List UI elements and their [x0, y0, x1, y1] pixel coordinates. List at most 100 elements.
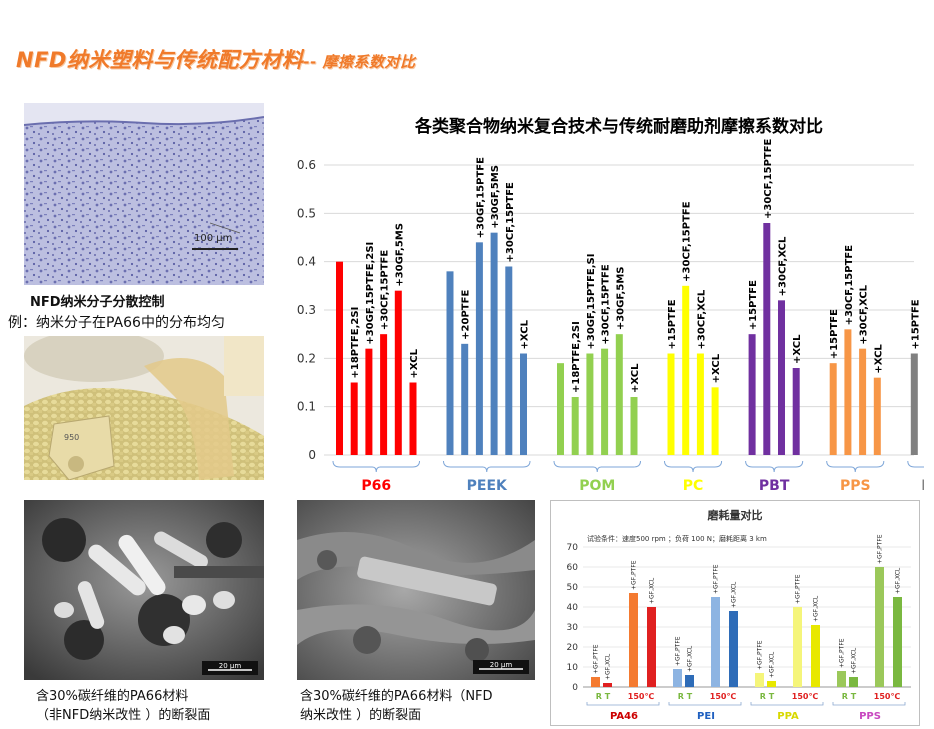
friction-bar: [829, 363, 837, 455]
friction-bar: [475, 242, 483, 455]
friction-bar: [910, 353, 918, 455]
wear-bar: [591, 677, 600, 687]
friction-group-brace: [332, 460, 420, 473]
wear-y-tick-label: 0: [572, 683, 578, 693]
friction-bar-label: +XCL: [520, 319, 531, 349]
friction-bar-label: +15PTFE: [748, 280, 759, 330]
wear-rt-label: R T: [596, 692, 611, 701]
sem-left-caption-line1: 含30%碳纤维的PA66材料: [36, 689, 189, 704]
friction-bar: [336, 261, 343, 455]
sem-right-scale-label: 20 μm: [490, 661, 513, 669]
wear-chart: 磨耗量对比 试验条件：速度500 rpm ；负荷 100 N；磨耗距离 3 km…: [550, 500, 920, 726]
wear-bar-label: +GF,PTFE: [593, 644, 600, 674]
friction-y-tick-label: 0.5: [297, 206, 316, 220]
wear-y-tick-label: 20: [567, 643, 579, 653]
friction-group-brace: [745, 460, 804, 473]
wear-group-brace: [668, 702, 742, 706]
wear-y-tick-label: 70: [567, 543, 579, 553]
wear-bar-label: +GF,XCL: [769, 651, 776, 678]
wear-group-label: PPS: [859, 711, 881, 722]
wear-bar-label: +GF,XCL: [895, 567, 902, 594]
friction-chart: 各类聚合物纳米复合技术与传统耐磨助剂摩擦系数对比 0 0.1 0.2 0.3 0.4 0.…: [297, 116, 924, 494]
friction-bar-label: +18PTFE,2SI: [350, 307, 361, 379]
wear-group-label: PEI: [697, 711, 715, 722]
friction-chart-title: 各类聚合物纳米复合技术与传统耐磨助剂摩擦系数对比: [414, 116, 823, 137]
wear-bar: [647, 607, 656, 687]
friction-bar-label: +30CF,15PTFE: [505, 182, 516, 263]
wear-rt-label: R T: [760, 692, 775, 701]
friction-bar-label: +15PTFE: [829, 309, 840, 359]
friction-bars: +18PTFE,2SI +30GF,15PTFE,2SI +30CF,15PTFE +…: [336, 138, 921, 455]
friction-bar-label: +XCL: [711, 353, 722, 383]
friction-bar: [446, 271, 454, 455]
friction-bar: [586, 353, 594, 455]
friction-bar-label: +30CF,XCL: [859, 284, 870, 344]
friction-bar-label: +XCL: [792, 334, 803, 364]
friction-bar-label: +30CF,XCL: [778, 236, 789, 296]
friction-bar-label: +30CF,15PTFE: [380, 250, 391, 331]
friction-bar: [571, 397, 579, 455]
friction-bar-label: +30GF,5MS: [490, 165, 501, 229]
friction-bar-label: +30GF,15PTFE,2SI: [365, 242, 376, 345]
friction-bar-label: +XCL: [873, 344, 884, 374]
wear-group-label: PA46: [610, 711, 638, 722]
slide-title-main: NFD纳米塑料与传统配方材料: [16, 48, 304, 72]
friction-bar: [844, 329, 852, 455]
wear-rt-label: R T: [678, 692, 693, 701]
wear-150c-label: 150℃: [874, 692, 901, 701]
wear-bar-label: +GF,PTFE: [757, 640, 764, 670]
friction-bar: [601, 348, 609, 455]
friction-bar-label: +30CF,15PTFE: [682, 201, 693, 282]
wear-bar: [811, 625, 820, 687]
wear-bar: [729, 611, 738, 687]
wear-bar: [673, 669, 682, 687]
friction-y-tick-label: 0.6: [297, 158, 316, 172]
wear-y-tick-label: 60: [567, 563, 579, 573]
friction-bar: [763, 223, 771, 455]
friction-bar: [859, 348, 867, 455]
friction-y-tick-label: 0.3: [297, 303, 316, 317]
friction-y-tick-label: 0.4: [297, 255, 316, 269]
wear-y-tick-label: 30: [567, 623, 579, 633]
friction-bar: [380, 334, 388, 455]
friction-y-tick-label: 0.2: [297, 351, 316, 365]
wear-group-brace: [832, 702, 906, 706]
slide-title: NFD纳米塑料与传统配方材料-- 摩擦系数对比: [16, 44, 416, 74]
wear-y-axis: 0 10 20 30 40 50 60 70: [567, 543, 579, 693]
wear-bar: [875, 567, 884, 687]
friction-bar-label: +30GF,5MS: [394, 223, 405, 287]
wear-bar-label: +GF,PTFE: [795, 574, 802, 604]
wear-chart-conditions: 试验条件：速度500 rpm ；负荷 100 N；磨耗距离 3 km: [587, 534, 767, 543]
wear-bar-label: +GF,PTFE: [877, 534, 884, 564]
friction-bar-label: +15PTFE: [667, 299, 678, 349]
wear-bar-label: +GF,XCL: [731, 581, 738, 608]
friction-bar: [409, 382, 417, 455]
wear-bar-label: +GF,PTFE: [713, 564, 720, 594]
friction-bar-label: +30GF,15PTFE: [475, 157, 486, 238]
friction-bar-label: +XCL: [630, 363, 641, 393]
wear-bar: [849, 677, 858, 687]
slide-title-sub: -- 摩擦系数对比: [303, 53, 416, 71]
wear-bar: [755, 673, 764, 687]
friction-group-label: PBT: [759, 478, 790, 494]
micrograph-scale-label: 100 μm: [194, 233, 232, 244]
friction-group-brace: [443, 460, 531, 473]
friction-bar-label: +30CF,15PTFE: [844, 245, 855, 326]
wear-150c-label: 150℃: [792, 692, 819, 701]
friction-bar: [520, 353, 527, 455]
wear-bar-label: +GF,XCL: [605, 653, 612, 680]
wear-group-brace: [586, 702, 660, 706]
nfd-caption-line1: NFD纳米分子分散控制: [30, 295, 165, 310]
friction-group-brace: [907, 460, 924, 468]
friction-group-label: PPS: [840, 478, 871, 494]
wear-bar: [893, 597, 902, 687]
friction-bar-label: +XCL: [409, 348, 420, 378]
friction-group-brace: [826, 460, 885, 473]
sem-image-non-nfd: 20 μm: [24, 500, 264, 680]
wear-rt-label: R T: [842, 692, 857, 701]
wear-bar-label: +GF,XCL: [649, 577, 656, 604]
wear-bar: [767, 681, 776, 687]
friction-y-tick-label: 0.1: [297, 400, 316, 414]
friction-bar: [490, 232, 498, 455]
wear-group-labels: R T 150℃ PA46 R T 150℃ PEI R T 150℃ PPA R T 150℃ PP…: [586, 692, 906, 722]
